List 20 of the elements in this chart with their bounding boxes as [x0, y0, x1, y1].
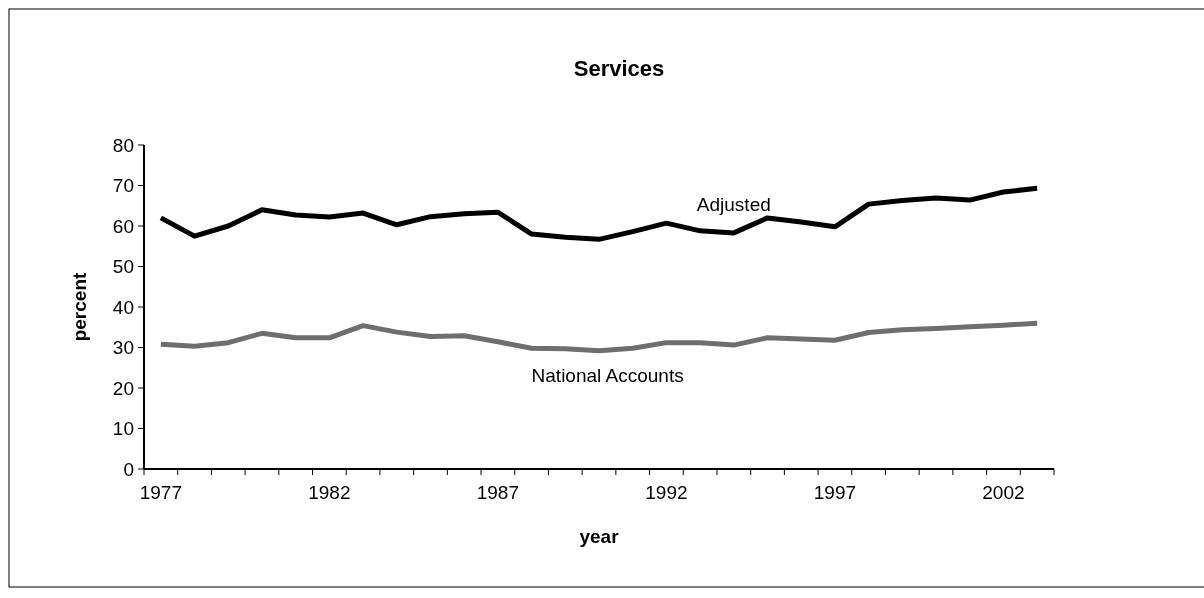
y-tick-label: 50 — [112, 256, 134, 278]
y-axis-title: percent — [69, 272, 90, 342]
x-tick-label: 2002 — [982, 482, 1025, 503]
x-tick-label: 1997 — [813, 482, 857, 503]
y-tick-label: 30 — [112, 337, 134, 359]
x-tick-label: 1987 — [476, 482, 520, 503]
x-tick-label: 1992 — [645, 482, 688, 503]
series-label: National Accounts — [531, 365, 684, 387]
y-tick-label: 10 — [112, 418, 134, 440]
x-tick-label: 1977 — [139, 482, 182, 503]
y-tick-label: 0 — [123, 458, 134, 480]
y-tick-label: 20 — [112, 377, 134, 399]
series-label: Adjusted — [696, 193, 771, 215]
x-axis-title: year — [579, 526, 620, 547]
y-tick-label: 40 — [112, 296, 134, 318]
y-tick-label: 60 — [112, 215, 134, 237]
y-tick-label: 70 — [112, 175, 134, 197]
y-tick-label: 80 — [112, 134, 134, 156]
x-tick-label: 1982 — [308, 482, 351, 503]
chart-title: Services — [573, 56, 665, 81]
